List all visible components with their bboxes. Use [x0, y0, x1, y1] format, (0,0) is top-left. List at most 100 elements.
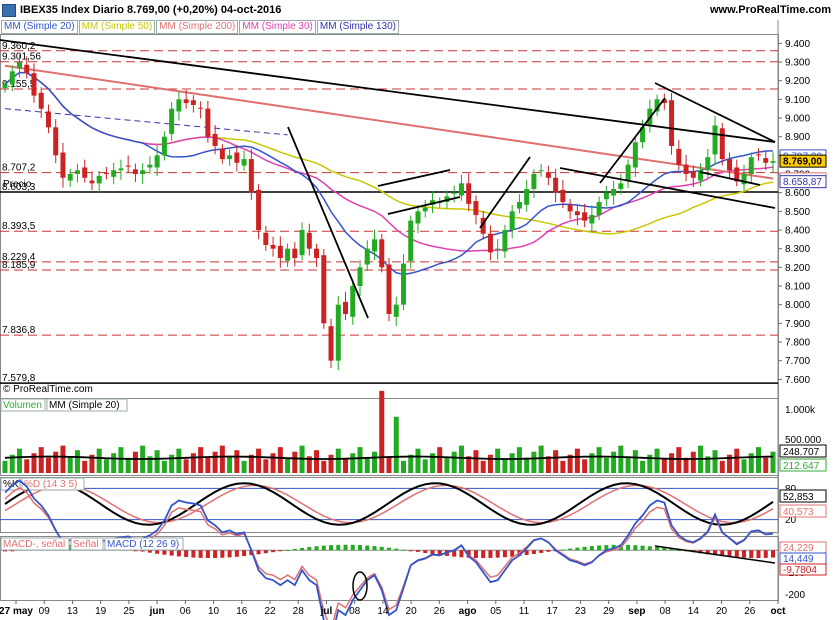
candle-body-104 [756, 154, 762, 156]
volume-bar-87 [632, 450, 638, 473]
volume-bar-39 [285, 457, 291, 473]
candle-body-57 [415, 211, 421, 224]
macd-hist-bar-20 [147, 550, 152, 553]
legend-item-1[interactable]: MM (Simple 50) [78, 20, 156, 34]
volume-bar-33 [241, 460, 247, 473]
level-label-0: 9.360,2 [2, 41, 36, 52]
candle-body-28 [205, 108, 211, 137]
brand-link[interactable]: www.ProRealTime.com [709, 4, 831, 16]
price-tick-label-3: 9.100 [785, 95, 810, 106]
macd-label-box [104, 537, 184, 551]
macd-hist-bar-35 [256, 550, 261, 555]
legend-item-3[interactable]: MM (Simple 30) [239, 20, 316, 34]
pctd-label: %D (14 3 5) [24, 479, 77, 490]
x-tick-label-17: 05 [490, 606, 502, 617]
volume-bar-34 [248, 454, 254, 473]
candle-body-78 [567, 204, 573, 212]
candle-body-18 [132, 169, 138, 174]
macd-hist-bar-41 [300, 547, 305, 551]
volume-bar-76 [553, 450, 559, 473]
candle-body-35 [256, 189, 262, 230]
candle-body-12 [89, 180, 95, 184]
candle-body-105 [763, 158, 769, 163]
price-tick-label-17: 7.700 [785, 356, 810, 367]
macd-hist-bar-83 [604, 545, 609, 551]
stoch-k-value: 52,853 [783, 492, 814, 503]
macd-hist-bar-43 [314, 546, 319, 551]
candle-body-46 [335, 304, 341, 361]
macd-hist-bar-25 [184, 550, 189, 558]
volume-bar-10 [74, 450, 80, 473]
candle-body-31 [227, 155, 233, 160]
volume-bar-24 [176, 448, 182, 473]
macd-value-box-2 [779, 563, 827, 576]
volume-bar-88 [640, 460, 646, 473]
macd-hist-bar-22 [162, 550, 167, 555]
volume-bar-22 [161, 460, 167, 473]
macd-hist-bar-103 [749, 550, 754, 558]
volume-bar-101 [734, 448, 740, 473]
macd-hist-bar-81 [589, 546, 594, 551]
volume-bar-66 [480, 460, 486, 473]
candle-body-43 [314, 248, 320, 258]
candle-body-36 [263, 232, 269, 245]
volume-ma-box [779, 444, 827, 458]
volume-ma-value: 248.707 [783, 447, 820, 458]
macd-hist-bar-52 [379, 546, 384, 551]
right-value-label-3: 8.658,87 [783, 177, 822, 188]
volume-bar-21 [154, 450, 160, 473]
candle-body-56 [408, 220, 414, 261]
level-label-2: 9.155,5 [2, 79, 36, 90]
price-tick-label-8: 8.600 [785, 188, 810, 199]
x-tick-label-1: 09 [39, 606, 51, 617]
legend-item-2[interactable]: MM (Simple 200) [156, 20, 239, 34]
volume-last-value: 212.647 [783, 461, 820, 472]
x-tick-label-15: 26 [434, 606, 446, 617]
candle-body-23 [169, 108, 175, 134]
level-label-4: 8.603,3 [2, 182, 36, 193]
candle-body-98 [712, 125, 718, 155]
level-label-1: 9.301,56 [2, 52, 41, 63]
legend-item-0[interactable]: MM (Simple 20) [1, 20, 78, 34]
macd-hist-bar-54 [394, 548, 399, 551]
candle-body-14 [103, 173, 109, 175]
macd-value-1: 14,449 [783, 554, 814, 565]
volume-bar-25 [183, 459, 189, 473]
macd-hist-bar-100 [727, 550, 732, 557]
volume-bar-5 [38, 447, 44, 473]
candle-body-68 [495, 248, 501, 250]
senal-label: Señal [73, 539, 99, 550]
x-tick-label-18: 11 [519, 606, 530, 617]
candle-body-99 [719, 128, 725, 160]
macd-value-2: -9,7804 [783, 565, 817, 576]
price-tick-label-12: 8.200 [785, 263, 810, 274]
candle-body-4 [31, 73, 37, 96]
candle-body-0 [2, 84, 8, 89]
volume-bar-103 [748, 453, 754, 473]
candle-body-50 [364, 248, 370, 265]
price-tick-label-11: 8.300 [785, 244, 810, 255]
macd-hist-bar-70 [510, 550, 515, 557]
volume-bar-31 [227, 456, 233, 473]
candle-body-73 [531, 174, 537, 189]
macd-hist-bar-102 [742, 550, 747, 558]
macd-hist-bar-39 [285, 549, 290, 551]
candle-body-95 [690, 171, 696, 178]
candle-body-30 [219, 148, 225, 160]
volume-bar-29 [212, 451, 218, 473]
stoch-tick-0: 80 [785, 484, 797, 495]
volume-bar-89 [647, 454, 653, 473]
macd-hist-bar-30 [220, 550, 225, 558]
candle-body-20 [147, 164, 153, 168]
volume-bar-77 [560, 460, 566, 473]
chart-header: IBEX35 Index Diario 8.769,00 (+0,20%) 04… [0, 0, 835, 20]
x-tick-label-23: 08 [660, 606, 672, 617]
macd-hist-bar-53 [387, 547, 391, 551]
macd-hist-bar-36 [263, 550, 268, 554]
legend-item-4[interactable]: MM (Simple 130) [316, 20, 400, 34]
volume-bar-53 [386, 456, 392, 473]
volume-bar-52 [379, 390, 385, 473]
volume-tick-1: 500.000 [785, 435, 822, 446]
macd-hist-bar-75 [546, 550, 551, 552]
